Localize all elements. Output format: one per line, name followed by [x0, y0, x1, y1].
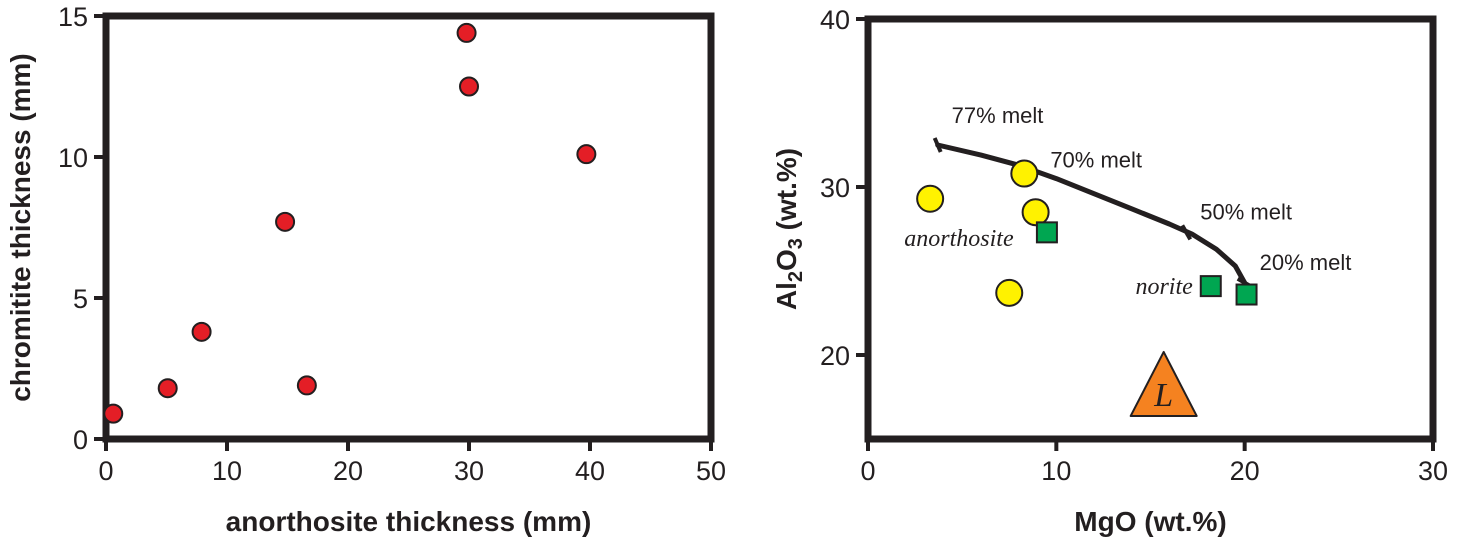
melt-label: 77% melt	[952, 103, 1044, 128]
melt-label: 70% melt	[1050, 148, 1142, 173]
y-tick-label: 40	[820, 5, 850, 35]
series-label-liquid: L	[1153, 377, 1173, 414]
data-point-norite	[1035, 221, 1058, 244]
melt-curve-tick	[932, 137, 943, 153]
y-tick-label: 5	[73, 284, 88, 314]
x-tick-label: 0	[860, 456, 875, 486]
plot-frame	[864, 15, 1437, 443]
data-point-anorthosite	[995, 278, 1024, 307]
data-point-norite	[1199, 275, 1222, 298]
y-axis-label-part: Al	[771, 282, 802, 310]
melt-label: 20% melt	[1260, 250, 1352, 275]
series-label-anorthosite: anorthosite	[904, 226, 1014, 252]
x-axis-label: anorthosite thickness (mm)	[226, 506, 592, 537]
plot-frame	[102, 12, 715, 443]
data-point	[296, 375, 317, 396]
melt-label: 50% melt	[1200, 199, 1292, 224]
data-point-liquid	[1129, 350, 1198, 417]
y-axis-label-part: 3	[785, 238, 807, 249]
y-tick-label: 20	[820, 341, 850, 371]
data-point	[576, 144, 597, 165]
x-tick-label: 50	[696, 456, 726, 486]
data-point	[191, 321, 212, 342]
data-point-anorthosite	[1021, 198, 1050, 227]
data-point-norite	[1235, 283, 1258, 306]
x-tick-label: 20	[333, 456, 363, 486]
x-tick-label: 20	[1230, 456, 1260, 486]
data-point	[157, 378, 178, 399]
y-axis-label: chromitite thickness (mm)	[5, 53, 36, 402]
y-tick-label: 15	[58, 2, 88, 32]
y-tick-label: 0	[73, 425, 88, 455]
data-point-anorthosite	[1010, 159, 1039, 188]
data-point	[459, 76, 479, 97]
series-label-norite: norite	[1135, 274, 1193, 300]
chart-mgo-vs-al2o3: 0 10 20 30 20 30 40 MgO (wt.%) Al2O3 (wt.%) 77% m…	[771, 5, 1448, 537]
x-tick-label: 10	[212, 456, 242, 486]
x-tick-label: 0	[98, 456, 113, 486]
x-tick-label: 30	[454, 456, 484, 486]
x-tick-label: 10	[1041, 456, 1071, 486]
y-axis-label-part: O	[771, 249, 802, 271]
x-tick-label: 30	[1418, 456, 1448, 486]
data-point	[103, 403, 124, 424]
y-tick-label: 30	[820, 173, 850, 203]
chart-anorthosite-vs-chromitite: 0 10 20 30 40 50 0 5 10 15 anorthosite thickness (…	[5, 2, 726, 537]
data-point	[275, 211, 296, 232]
data-point	[456, 22, 477, 43]
y-tick-label: 10	[58, 143, 88, 173]
melt-curve	[935, 142, 1248, 286]
y-axis-label-part: 2	[785, 271, 807, 282]
x-tick-label: 40	[575, 456, 605, 486]
y-axis-label: Al2O3 (wt.%)	[771, 148, 807, 310]
x-axis-label: MgO (wt.%)	[1074, 506, 1226, 537]
y-axis-label-part: (wt.%)	[771, 148, 802, 238]
melt-curve-tick	[1180, 224, 1193, 241]
data-point-anorthosite	[916, 184, 945, 213]
